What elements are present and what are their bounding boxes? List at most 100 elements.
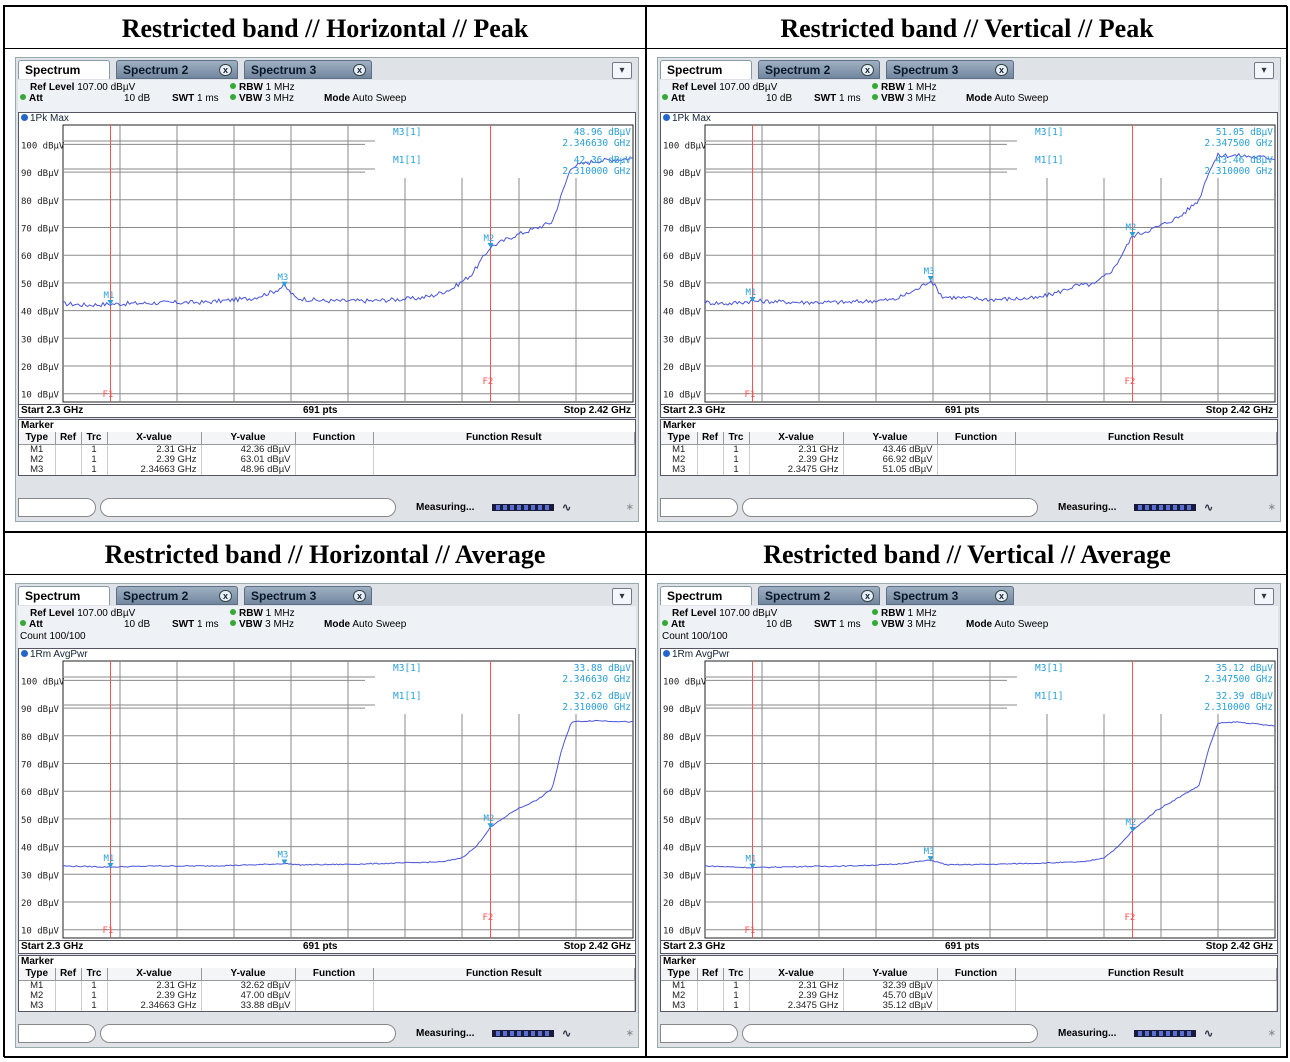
marker-point[interactable] bbox=[749, 863, 756, 869]
cell-y: 35.12 dBµV bbox=[843, 1000, 938, 1011]
instrument-icon: ∿ bbox=[562, 1028, 572, 1040]
close-icon[interactable]: x bbox=[995, 590, 1008, 602]
close-icon[interactable]: x bbox=[219, 64, 232, 76]
sweep-points: 691 pts bbox=[945, 941, 980, 952]
marker-point[interactable] bbox=[749, 297, 756, 303]
progress-bar bbox=[1134, 1030, 1196, 1037]
cell-empty bbox=[937, 1000, 1016, 1011]
marker-point[interactable] bbox=[487, 823, 494, 829]
table-row[interactable]: M1 1 2.31 GHz 32.39 dBµV bbox=[661, 980, 1277, 991]
column-header: Ref bbox=[697, 432, 724, 445]
tab-spectrum-2[interactable]: Spectrum 2 x bbox=[758, 586, 880, 605]
marker-readout-name: M3[1] bbox=[393, 663, 422, 674]
marker-point[interactable] bbox=[107, 300, 114, 306]
marker-info-background bbox=[1007, 126, 1274, 178]
menu-icon[interactable]: ▾ bbox=[612, 62, 632, 79]
progress-segment bbox=[510, 1031, 514, 1036]
close-icon[interactable]: x bbox=[861, 590, 874, 602]
marker-label: M3 bbox=[924, 267, 935, 277]
cell-trc: 1 bbox=[81, 454, 108, 465]
close-icon[interactable]: x bbox=[353, 64, 366, 76]
tab-spectrum-3[interactable]: Spectrum 3 x bbox=[244, 60, 372, 79]
chart-area: 1Rm AvgPwr 100 dBµV 90 dBµV 80 dBµV 70 dBµV… bbox=[18, 648, 636, 941]
instrument-icon: ∿ bbox=[562, 502, 572, 514]
close-icon[interactable]: x bbox=[219, 590, 232, 602]
resize-grip-icon[interactable]: ∗ bbox=[625, 502, 634, 513]
table-row[interactable]: M2 1 2.39 GHz 66.92 dBµV bbox=[661, 454, 1277, 465]
resize-grip-icon[interactable]: ∗ bbox=[1267, 1028, 1276, 1039]
cell-y: 32.62 dBµV bbox=[201, 980, 296, 991]
status-field bbox=[18, 1024, 96, 1043]
marker-point[interactable] bbox=[281, 859, 288, 865]
rbw-indicator-icon bbox=[230, 83, 236, 89]
status-bar: Measuring... ∿ ∗ bbox=[660, 498, 1278, 518]
close-icon[interactable]: x bbox=[353, 590, 366, 602]
cell-empty bbox=[937, 464, 1016, 475]
status-field bbox=[742, 498, 1038, 517]
tab-spectrum[interactable]: Spectrum bbox=[660, 60, 752, 79]
rbw-value: 1 MHz bbox=[907, 608, 937, 619]
table-row[interactable]: M1 1 2.31 GHz 32.62 dBµV bbox=[19, 980, 635, 991]
menu-icon[interactable]: ▾ bbox=[1254, 588, 1274, 605]
marker-info-background bbox=[365, 126, 632, 178]
tab-spectrum[interactable]: Spectrum bbox=[660, 586, 752, 605]
y-tick-label: 100 dBµV bbox=[663, 677, 707, 687]
table-row[interactable]: M2 1 2.39 GHz 63.01 dBµV bbox=[19, 454, 635, 465]
cell-empty bbox=[697, 444, 724, 455]
table-row[interactable]: M1 1 2.31 GHz 43.46 dBµV bbox=[661, 444, 1277, 455]
marker-point[interactable] bbox=[107, 863, 114, 869]
marker-point[interactable] bbox=[927, 275, 934, 281]
rbw-indicator-icon bbox=[872, 609, 878, 615]
menu-icon[interactable]: ▾ bbox=[1254, 62, 1274, 79]
tab-spectrum-2[interactable]: Spectrum 2 x bbox=[758, 60, 880, 79]
marker-table: Marker Type Ref Trc X-value Y-value Function F… bbox=[660, 955, 1278, 1012]
cell-type: M3 bbox=[661, 1000, 698, 1011]
table-row[interactable]: M3 1 2.3475 GHz 35.12 dBµV bbox=[661, 1000, 1277, 1011]
marker-point[interactable] bbox=[281, 281, 288, 287]
marker-point[interactable] bbox=[1129, 826, 1136, 832]
marker-table-title: Marker bbox=[663, 420, 696, 431]
marker-point[interactable] bbox=[927, 856, 934, 862]
att-indicator-icon bbox=[662, 620, 668, 626]
ref-level-value: 107.00 dBµV bbox=[77, 82, 136, 93]
att-indicator-icon bbox=[20, 620, 26, 626]
marker-point[interactable] bbox=[1129, 232, 1136, 238]
table-row[interactable]: M3 1 2.34663 GHz 48.96 dBµV bbox=[19, 464, 635, 475]
tab-spectrum-3[interactable]: Spectrum 3 x bbox=[886, 586, 1014, 605]
trace-line bbox=[705, 721, 1276, 869]
table-row[interactable]: M1 1 2.31 GHz 42.36 dBµV bbox=[19, 444, 635, 455]
vbw-value: 3 MHz bbox=[907, 619, 937, 630]
measuring-status: Measuring... bbox=[416, 502, 475, 513]
tab-spectrum-2[interactable]: Spectrum 2 x bbox=[116, 586, 238, 605]
sweep-info: Start 2.3 GHz 691 pts Stop 2.42 GHz bbox=[660, 405, 1278, 418]
y-tick-label: 60 dBµV bbox=[663, 788, 702, 798]
marker-readout-frequency: 2.310000 GHz bbox=[1204, 702, 1273, 713]
table-row[interactable]: M3 1 2.34663 GHz 33.88 dBµV bbox=[19, 1000, 635, 1011]
tab-spectrum-3[interactable]: Spectrum 3 x bbox=[244, 586, 372, 605]
tab-spectrum[interactable]: Spectrum bbox=[18, 60, 110, 79]
column-header: X-value bbox=[749, 432, 844, 445]
close-icon[interactable]: x bbox=[995, 64, 1008, 76]
tab-spectrum-3[interactable]: Spectrum 3 x bbox=[886, 60, 1014, 79]
tab-label: Spectrum 3 bbox=[893, 63, 959, 77]
resize-grip-icon[interactable]: ∗ bbox=[625, 1028, 634, 1039]
cell-x: 2.31 GHz bbox=[107, 980, 202, 991]
tab-spectrum-2[interactable]: Spectrum 2 x bbox=[116, 60, 238, 79]
cell-x: 2.39 GHz bbox=[107, 454, 202, 465]
cell-empty bbox=[937, 980, 1016, 991]
mode-value: Auto Sweep bbox=[352, 93, 407, 104]
menu-icon[interactable]: ▾ bbox=[612, 588, 632, 605]
column-header: Function bbox=[295, 432, 374, 445]
resize-grip-icon[interactable]: ∗ bbox=[1267, 502, 1276, 513]
table-row[interactable]: M2 1 2.39 GHz 47.00 dBµV bbox=[19, 990, 635, 1001]
cell-empty bbox=[55, 444, 82, 455]
start-frequency: Start 2.3 GHz bbox=[21, 941, 84, 952]
close-icon[interactable]: x bbox=[861, 64, 874, 76]
table-row[interactable]: M2 1 2.39 GHz 45.70 dBµV bbox=[661, 990, 1277, 1001]
tab-spectrum[interactable]: Spectrum bbox=[18, 586, 110, 605]
table-row[interactable]: M3 1 2.3475 GHz 51.05 dBµV bbox=[661, 464, 1277, 475]
tab-bar: Spectrum Spectrum 2 x Spectrum 3 x ▾ bbox=[660, 60, 1278, 80]
instrument-icon: ∿ bbox=[1204, 502, 1214, 514]
tab-bar: Spectrum Spectrum 2 x Spectrum 3 x ▾ bbox=[18, 586, 636, 606]
marker-point[interactable] bbox=[487, 242, 494, 248]
